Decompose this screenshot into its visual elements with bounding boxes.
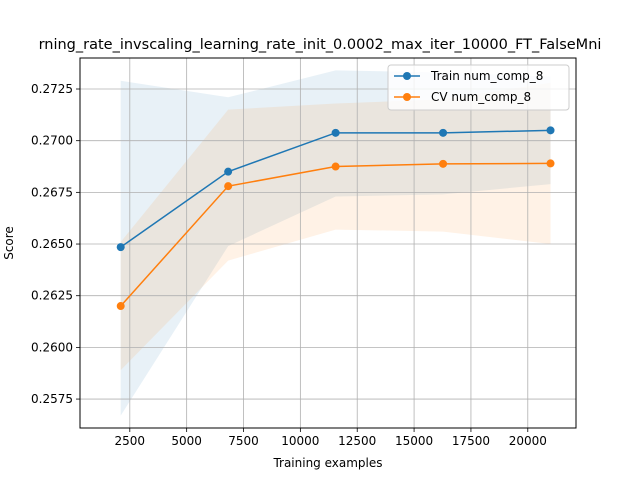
x-tick-label-6: 17500 (452, 434, 490, 448)
y-axis-ticks: 0.2575 0.2600 0.2625 0.2650 0.2675 0.2700 0.27… (31, 82, 80, 406)
y-tick-label-1: 0.2600 (31, 340, 73, 354)
legend-marker-0 (403, 72, 411, 80)
data-series (116, 126, 555, 311)
y-tick-label-5: 0.2700 (31, 134, 73, 148)
point-series-0-0 (116, 243, 125, 252)
band-series-1 (120, 82, 551, 371)
y-tick-label-2: 0.2625 (31, 289, 73, 303)
plot-frame (79, 57, 577, 429)
x-tick-label-1: 5000 (171, 434, 202, 448)
point-series-1-1 (224, 182, 233, 191)
legend-box (387, 64, 570, 111)
point-series-0-4 (546, 126, 555, 135)
band-series-0 (120, 70, 551, 416)
chart-title: rning_rate_invscaling_learning_rate_init… (39, 37, 602, 53)
legend-label-1: CV num_comp_8 (431, 90, 531, 104)
legend: Train num_comp_8 CV num_comp_8 (387, 64, 570, 111)
y-axis-label: Score (2, 226, 16, 260)
point-series-1-2 (331, 162, 340, 171)
point-series-1-0 (116, 302, 125, 311)
legend-marker-1 (403, 93, 411, 101)
y-tick-label-0: 0.2575 (31, 392, 73, 406)
x-axis-ticks: 2500 5000 7500 10000 12500 15000 17500 20000 (115, 428, 547, 448)
x-tick-label-0: 2500 (115, 434, 146, 448)
y-tick-label-4: 0.2675 (31, 185, 73, 199)
x-tick-label-3: 10000 (281, 434, 319, 448)
point-series-1-4 (546, 159, 555, 168)
confidence-bands (120, 70, 551, 416)
point-series-0-1 (224, 167, 233, 176)
point-series-0-3 (439, 128, 448, 137)
x-axis-label: Training examples (272, 456, 382, 470)
y-tick-label-6: 0.2725 (31, 82, 73, 96)
x-tick-label-7: 20000 (509, 434, 547, 448)
legend-label-0: Train num_comp_8 (430, 69, 543, 83)
x-tick-label-2: 7500 (228, 434, 259, 448)
y-tick-label-3: 0.2650 (31, 237, 73, 251)
point-series-1-3 (439, 159, 448, 168)
x-tick-label-4: 12500 (338, 434, 376, 448)
x-tick-label-5: 15000 (395, 434, 433, 448)
point-series-0-2 (331, 128, 340, 137)
